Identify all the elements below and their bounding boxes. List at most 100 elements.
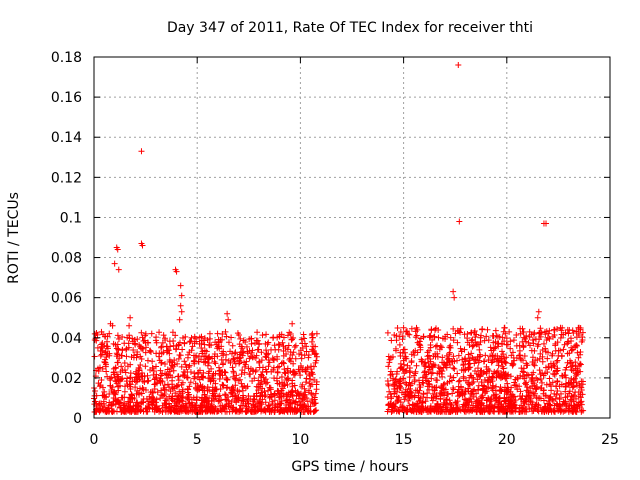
data-point	[427, 407, 434, 414]
y-tick-label: 0.06	[51, 291, 82, 307]
data-point	[164, 375, 171, 382]
data-point	[432, 326, 439, 333]
data-point	[406, 331, 413, 338]
data-point	[392, 345, 399, 352]
data-point	[557, 324, 564, 331]
data-point	[292, 355, 299, 362]
data-point	[424, 390, 431, 397]
data-point	[241, 369, 248, 376]
data-point	[236, 357, 243, 364]
data-point	[429, 369, 436, 376]
data-point	[99, 384, 106, 391]
data-point	[201, 391, 208, 398]
data-point	[313, 381, 320, 388]
data-point	[549, 396, 556, 403]
data-point	[184, 395, 191, 402]
data-point	[520, 369, 527, 376]
x-tick-label: 10	[291, 432, 309, 448]
data-point	[389, 404, 396, 411]
data-point	[509, 362, 516, 369]
data-point	[258, 389, 265, 396]
data-point	[104, 345, 111, 352]
data-point	[389, 377, 396, 384]
data-point	[293, 398, 300, 405]
data-point	[280, 343, 287, 350]
data-point	[532, 385, 539, 392]
data-point	[449, 390, 456, 397]
data-point	[258, 401, 265, 408]
data-point	[283, 397, 290, 404]
data-point	[569, 346, 576, 353]
data-point	[470, 388, 477, 395]
data-point	[177, 392, 184, 399]
data-point	[135, 403, 142, 410]
data-point	[458, 348, 465, 355]
data-point	[536, 355, 543, 362]
data-point	[242, 400, 249, 407]
data-point	[503, 341, 510, 348]
data-point	[131, 336, 138, 343]
data-point	[157, 395, 164, 402]
data-point	[385, 353, 392, 360]
data-point	[138, 148, 145, 155]
data-point	[196, 405, 203, 412]
data-point	[567, 335, 574, 342]
data-point	[476, 341, 483, 348]
data-point	[144, 406, 151, 413]
data-point	[176, 351, 183, 358]
data-point	[275, 346, 282, 353]
data-point	[302, 406, 309, 413]
data-point	[436, 346, 443, 353]
data-point	[403, 355, 410, 362]
data-point	[431, 333, 438, 340]
data-point	[537, 395, 544, 402]
data-point	[192, 384, 199, 391]
data-point	[297, 362, 304, 369]
data-point	[565, 339, 572, 346]
data-point	[521, 352, 528, 359]
data-point	[134, 378, 141, 385]
data-point	[207, 378, 214, 385]
data-point	[218, 396, 225, 403]
data-point	[450, 364, 457, 371]
data-point	[250, 393, 257, 400]
data-point	[408, 325, 415, 332]
data-point	[443, 364, 450, 371]
data-point	[191, 357, 198, 364]
data-point	[282, 370, 289, 377]
data-point	[437, 395, 444, 402]
data-point	[175, 342, 182, 349]
data-point	[312, 407, 319, 414]
data-point	[106, 391, 113, 398]
data-point	[235, 331, 242, 338]
data-point	[178, 404, 185, 411]
data-point	[294, 401, 301, 408]
data-point	[400, 375, 407, 382]
data-point	[103, 368, 110, 375]
data-point	[170, 338, 177, 345]
data-point	[426, 334, 433, 341]
data-point	[98, 351, 105, 358]
data-point	[113, 380, 120, 387]
data-point	[404, 406, 411, 413]
data-point	[394, 385, 401, 392]
data-point	[243, 343, 250, 350]
data-point	[434, 353, 441, 360]
data-point	[224, 394, 231, 401]
data-point	[267, 386, 274, 393]
data-point	[534, 343, 541, 350]
data-point	[145, 377, 152, 384]
data-point	[394, 368, 401, 375]
data-point	[572, 359, 579, 366]
data-point	[488, 359, 495, 366]
data-point	[313, 353, 320, 360]
data-point	[557, 334, 564, 341]
data-point	[274, 369, 281, 376]
data-point	[213, 386, 220, 393]
data-point	[240, 337, 247, 344]
data-point	[265, 357, 272, 364]
data-point	[156, 377, 163, 384]
data-point	[162, 360, 169, 367]
data-point	[202, 352, 209, 359]
